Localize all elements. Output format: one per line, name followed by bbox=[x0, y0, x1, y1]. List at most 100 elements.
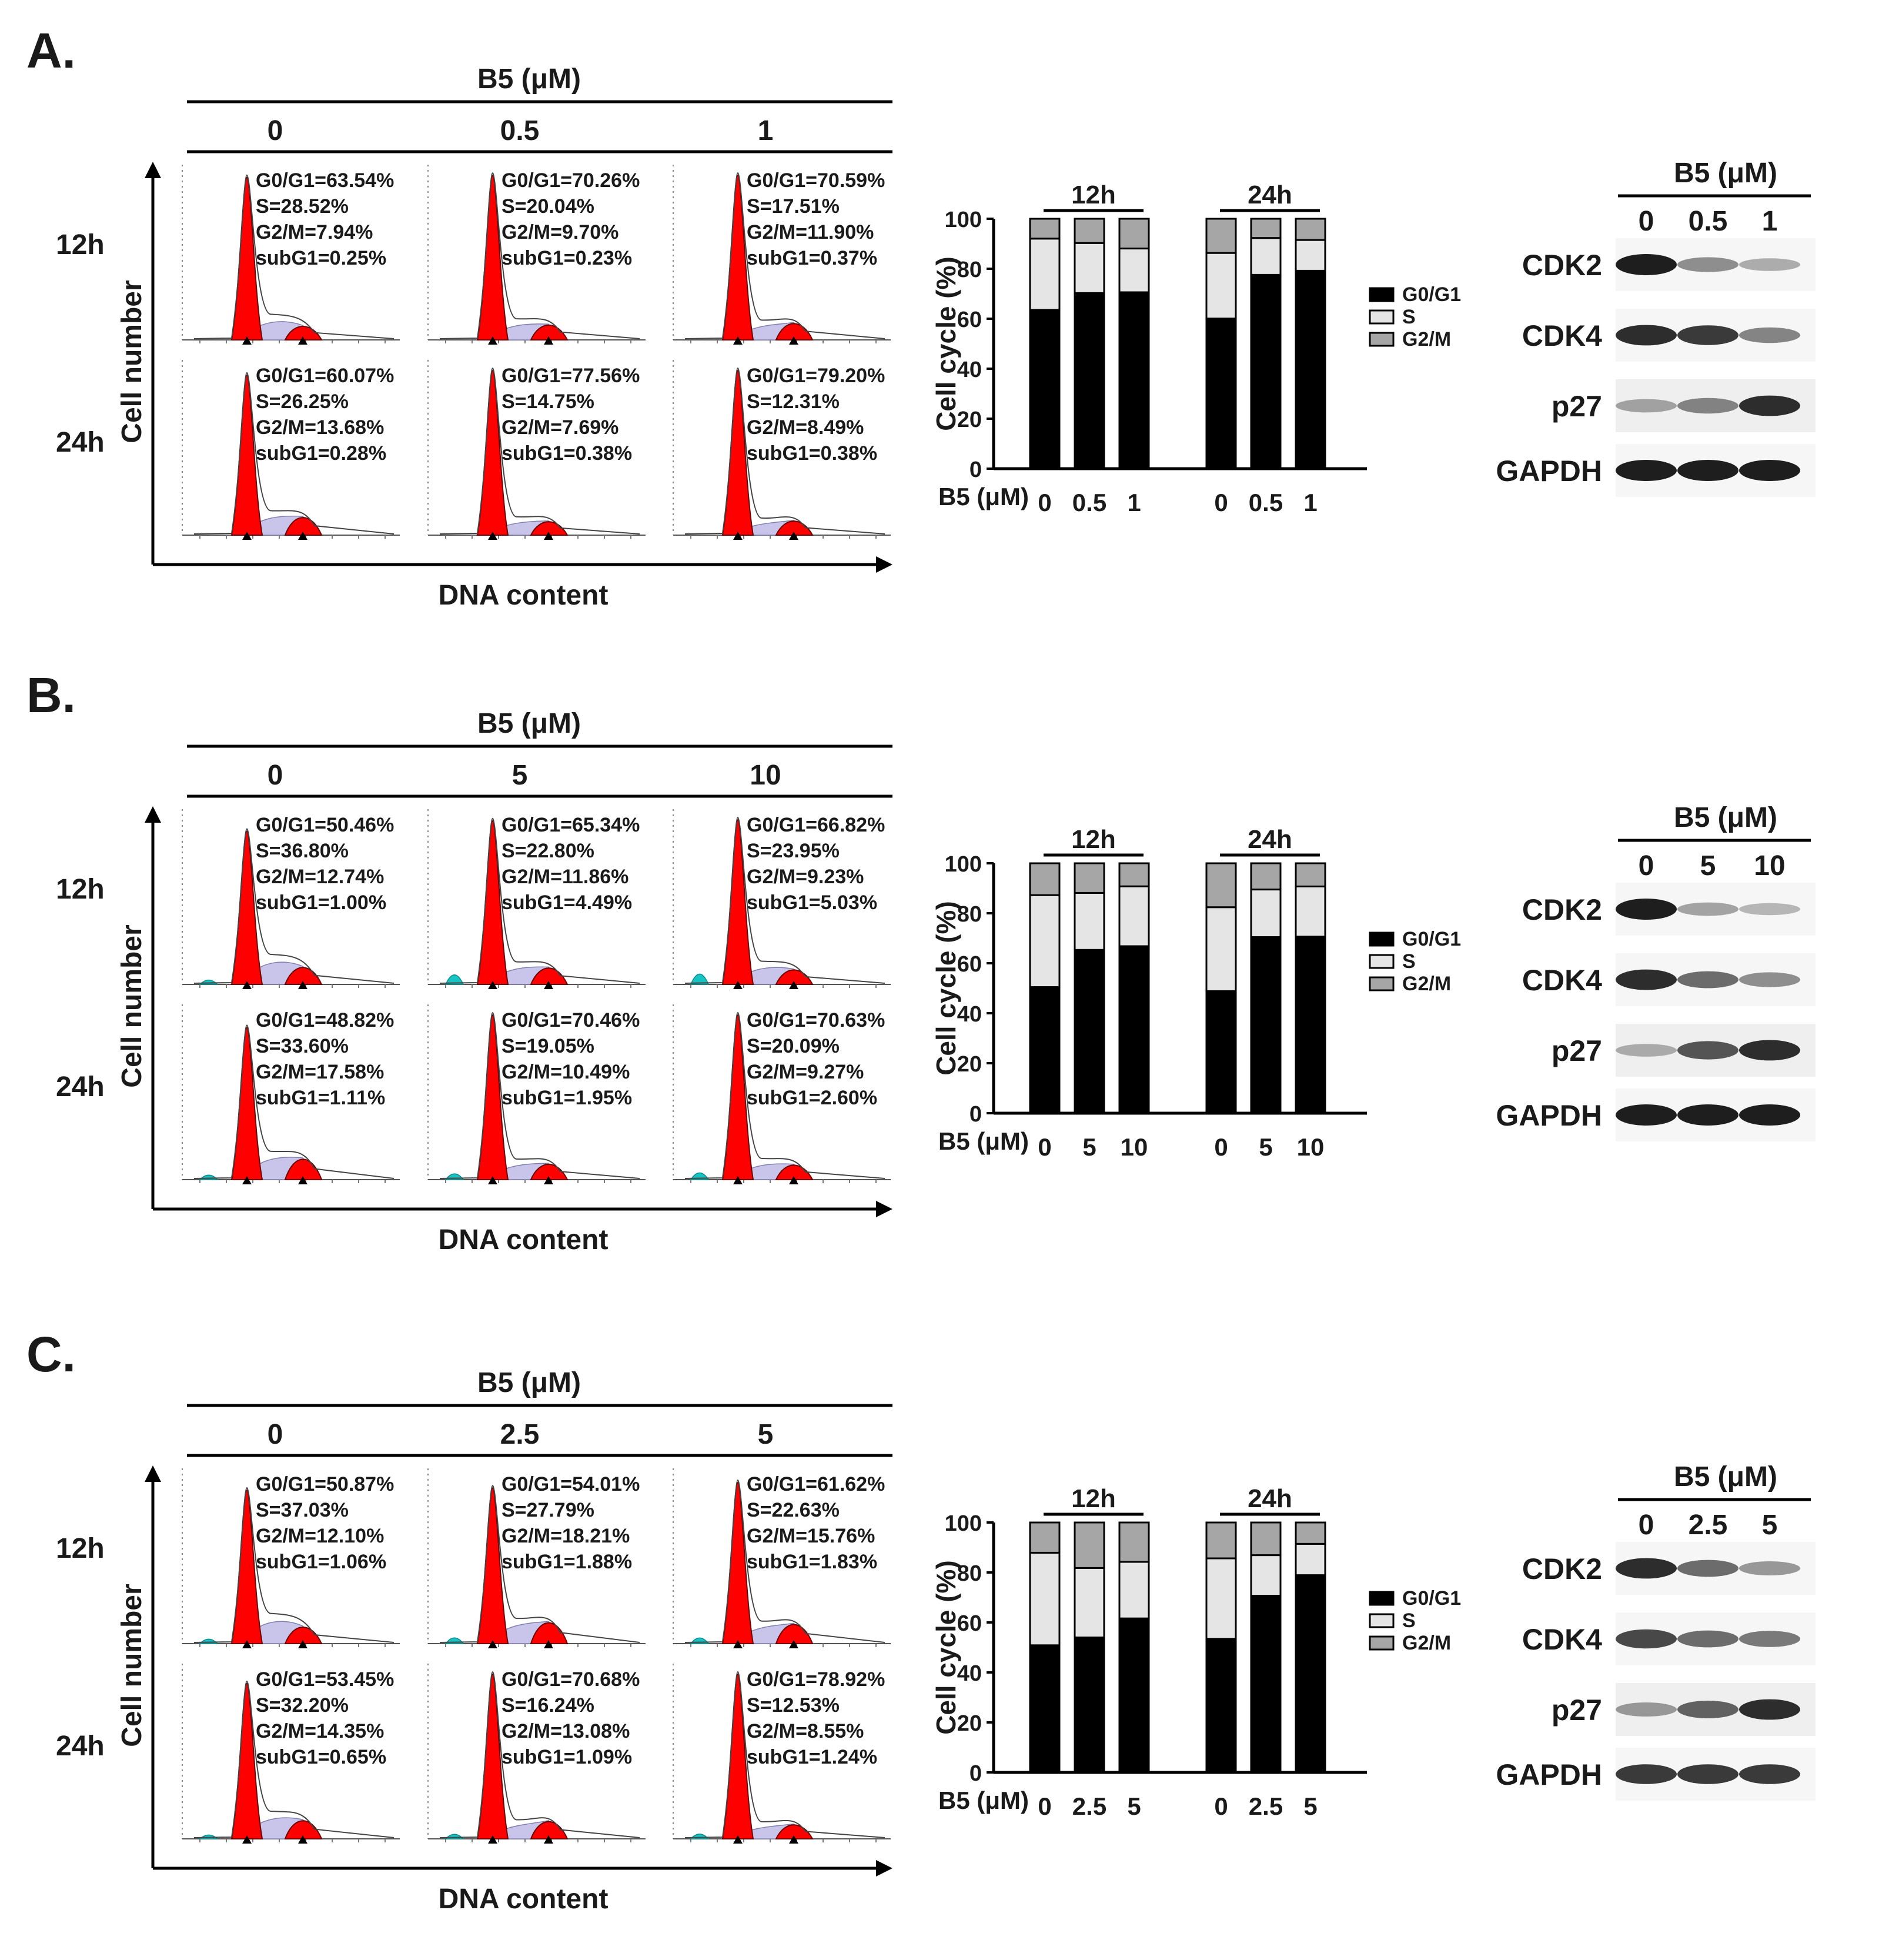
peak-marker-icon bbox=[488, 532, 497, 540]
legend-label: S bbox=[1402, 1610, 1416, 1632]
protein-band bbox=[1616, 399, 1677, 413]
phase-stat: subG1=1.83% bbox=[747, 1551, 877, 1573]
group-label: 24h bbox=[1248, 1484, 1292, 1513]
blot-dose-label: 1 bbox=[1762, 206, 1778, 237]
phase-stat: subG1=5.03% bbox=[747, 891, 877, 914]
flow-dose-header: B5 (μM) bbox=[477, 64, 581, 95]
histogram: G0/G1=70.46% S=19.05% G2/M=10.49% subG1=1.9… bbox=[427, 1004, 646, 1184]
bar-g0g1 bbox=[1118, 291, 1150, 470]
phase-stat: subG1=0.38% bbox=[747, 442, 877, 465]
phase-stat: G2/M=8.49% bbox=[747, 416, 864, 439]
phase-stat: subG1=0.28% bbox=[256, 442, 386, 465]
protein-band bbox=[1616, 325, 1677, 346]
phase-stat: G0/G1=60.07% bbox=[256, 365, 394, 387]
protein-band bbox=[1739, 1631, 1800, 1647]
protein-label: GAPDH bbox=[1496, 1099, 1602, 1132]
phase-stat: subG1=0.38% bbox=[501, 442, 632, 465]
protein-band bbox=[1677, 1560, 1738, 1577]
bar-s bbox=[1295, 239, 1326, 272]
protein-label: CDK2 bbox=[1522, 893, 1602, 926]
bar-g0g1 bbox=[1029, 1644, 1061, 1774]
bar-g2m bbox=[1205, 1521, 1237, 1560]
phase-stat: G0/G1=65.34% bbox=[501, 814, 640, 836]
fit-envelope bbox=[684, 816, 885, 984]
bar-g2m bbox=[1118, 218, 1150, 250]
flow-dose-label: 0 bbox=[268, 1419, 283, 1450]
legend-label: G2/M bbox=[1402, 973, 1451, 995]
x-category-label: 5 bbox=[1082, 1133, 1096, 1161]
protein-label: p27 bbox=[1552, 390, 1602, 423]
fit-envelope bbox=[193, 174, 394, 339]
protein-band bbox=[1677, 257, 1738, 272]
histogram: G0/G1=77.56% S=14.75% G2/M=7.69% subG1=0.38… bbox=[427, 360, 646, 540]
x-category-label: 1 bbox=[1127, 489, 1141, 516]
y-tick-label: 0 bbox=[969, 458, 982, 482]
protein-band bbox=[1739, 903, 1800, 916]
bar-g0g1 bbox=[1118, 945, 1150, 1114]
x-category-label: 0.5 bbox=[1249, 489, 1283, 516]
phase-stat: G2/M=15.76% bbox=[747, 1525, 875, 1547]
group-label: 24h bbox=[1248, 181, 1292, 209]
axis-arrow-up-icon bbox=[145, 806, 161, 823]
bar-g2m bbox=[1250, 218, 1282, 239]
legend-swatch bbox=[1369, 931, 1395, 947]
flow-dose-label: 0.5 bbox=[500, 115, 540, 146]
fit-envelope bbox=[439, 1671, 640, 1838]
y-tick-label: 40 bbox=[957, 1661, 982, 1686]
phase-stat: G2/M=7.94% bbox=[256, 221, 373, 243]
phase-stat: S=14.75% bbox=[501, 390, 594, 413]
phase-stat: subG1=4.49% bbox=[501, 891, 632, 914]
fit-envelope bbox=[193, 1024, 394, 1179]
phase-stat: S=20.04% bbox=[501, 195, 594, 218]
peak-marker-icon bbox=[298, 1835, 307, 1844]
bar-g2m bbox=[1029, 862, 1061, 896]
phase-stat: G2/M=9.27% bbox=[747, 1061, 864, 1083]
protein-band bbox=[1616, 1629, 1677, 1649]
phase-stat: G2/M=12.74% bbox=[256, 866, 384, 888]
protein-band bbox=[1677, 902, 1738, 916]
row-label-12h: 12h bbox=[56, 229, 105, 261]
flow-dose-label: 5 bbox=[512, 760, 528, 791]
peak-marker-icon bbox=[789, 336, 798, 345]
bar-g2m bbox=[1205, 218, 1237, 254]
flow-ylabel: Cell number bbox=[116, 280, 148, 443]
flow-dose-header: B5 (μM) bbox=[477, 708, 581, 739]
bar-g2m bbox=[1029, 1521, 1061, 1554]
legend-label: G0/G1 bbox=[1402, 1587, 1461, 1610]
protein-band bbox=[1739, 460, 1800, 481]
phase-stat: subG1=2.60% bbox=[747, 1087, 877, 1109]
flow-xlabel: DNA content bbox=[439, 580, 609, 611]
protein-band bbox=[1616, 460, 1677, 481]
histogram: G0/G1=70.26% S=20.04% G2/M=9.70% subG1=0.23… bbox=[427, 165, 646, 345]
protein-label: p27 bbox=[1552, 1694, 1602, 1727]
blot-dose-label: 10 bbox=[1754, 850, 1785, 882]
phase-stat: S=22.63% bbox=[747, 1499, 840, 1521]
bar-g0g1 bbox=[1205, 1638, 1237, 1774]
flow-dose-label: 1 bbox=[758, 115, 774, 146]
y-tick-label: 20 bbox=[957, 408, 982, 432]
blot-dose-label: 0 bbox=[1639, 850, 1654, 882]
blot-dose-label: 5 bbox=[1700, 850, 1716, 882]
flow-dose-label: 0 bbox=[268, 760, 283, 791]
western-blot: B5 (μM) 0 2.5 5 CDK2 CDK4 p27 GAPDH bbox=[1496, 1461, 1816, 1801]
axis-arrow-right-icon bbox=[876, 556, 892, 573]
legend-label: G0/G1 bbox=[1402, 283, 1461, 306]
bar-g0g1 bbox=[1118, 1617, 1150, 1774]
bar-s bbox=[1250, 889, 1282, 939]
flow-xlabel: DNA content bbox=[439, 1884, 609, 1915]
legend-label: G2/M bbox=[1402, 1632, 1451, 1654]
fit-envelope bbox=[684, 172, 885, 339]
protein-band bbox=[1677, 1701, 1738, 1718]
subg1-peak bbox=[199, 979, 219, 985]
phase-stat: subG1=1.95% bbox=[501, 1087, 632, 1109]
histogram: G0/G1=54.01% S=27.79% G2/M=18.21% subG1=1.8… bbox=[427, 1468, 646, 1648]
phase-stat: S=26.25% bbox=[256, 390, 349, 413]
phase-stat: subG1=1.24% bbox=[747, 1746, 877, 1768]
bar-s bbox=[1118, 885, 1150, 947]
protein-band bbox=[1739, 1699, 1800, 1720]
legend-swatch bbox=[1369, 954, 1395, 969]
chart-ylabel: Cell cycle (%) bbox=[931, 256, 961, 431]
peak-marker-icon bbox=[789, 1835, 798, 1844]
phase-stat: S=20.09% bbox=[747, 1035, 840, 1057]
